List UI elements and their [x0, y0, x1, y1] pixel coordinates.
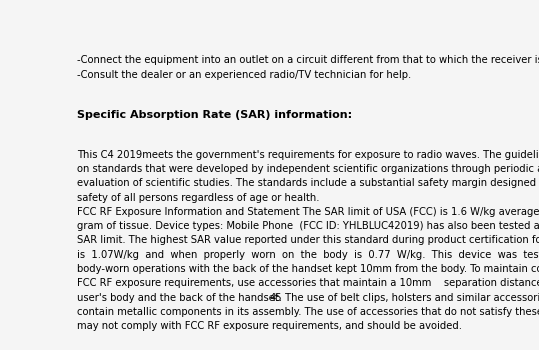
Text: contain metallic components in its assembly. The use of accessories that do not : contain metallic components in its assem… [77, 307, 539, 317]
Text: -Consult the dealer or an experienced radio/TV technician for help.: -Consult the dealer or an experienced ra… [77, 70, 411, 80]
Text: FCC RF Exposure Information and Statement The SAR limit of USA (FCC) is 1.6 W/kg: FCC RF Exposure Information and Statemen… [77, 207, 539, 217]
Text: on standards that were developed by independent scientific organizations through: on standards that were developed by inde… [77, 164, 539, 174]
Text: body-worn operations with the back of the handset kept 10mm from the body. To ma: body-worn operations with the back of th… [77, 264, 539, 274]
Text: may not comply with FCC RF exposure requirements, and should be avoided.: may not comply with FCC RF exposure requ… [77, 321, 462, 331]
Text: -Connect the equipment into an outlet on a circuit different from that to which : -Connect the equipment into an outlet on… [77, 56, 539, 65]
Text: FCC RF exposure requirements, use accessories that maintain a 10mm    separation: FCC RF exposure requirements, use access… [77, 278, 539, 288]
Text: user's body and the back of the handset. The use of belt clips, holsters and sim: user's body and the back of the handset.… [77, 293, 539, 303]
Text: SAR limit. The highest SAR value reported under this standard during product cer: SAR limit. The highest SAR value reporte… [77, 236, 539, 245]
Text: 45: 45 [270, 293, 282, 303]
Text: evaluation of scientific studies. The standards include a substantial safety mar: evaluation of scientific studies. The st… [77, 178, 539, 188]
Text: Specific Absorption Rate (SAR) information:: Specific Absorption Rate (SAR) informati… [77, 110, 352, 120]
Text: gram of tissue. Device types: Mobile Phone  (FCC ID: YHLBLUC42019) has also been: gram of tissue. Device types: Mobile Pho… [77, 221, 539, 231]
Text: This C4 2019meets the government's requirements for exposure to radio waves. The: This C4 2019meets the government's requi… [77, 150, 539, 160]
Text: safety of all persons regardless of age or health.: safety of all persons regardless of age … [77, 193, 319, 203]
Text: is  1.07W/kg  and  when  properly  worn  on  the  body  is  0.77  W/kg.  This  d: is 1.07W/kg and when properly worn on th… [77, 250, 539, 260]
